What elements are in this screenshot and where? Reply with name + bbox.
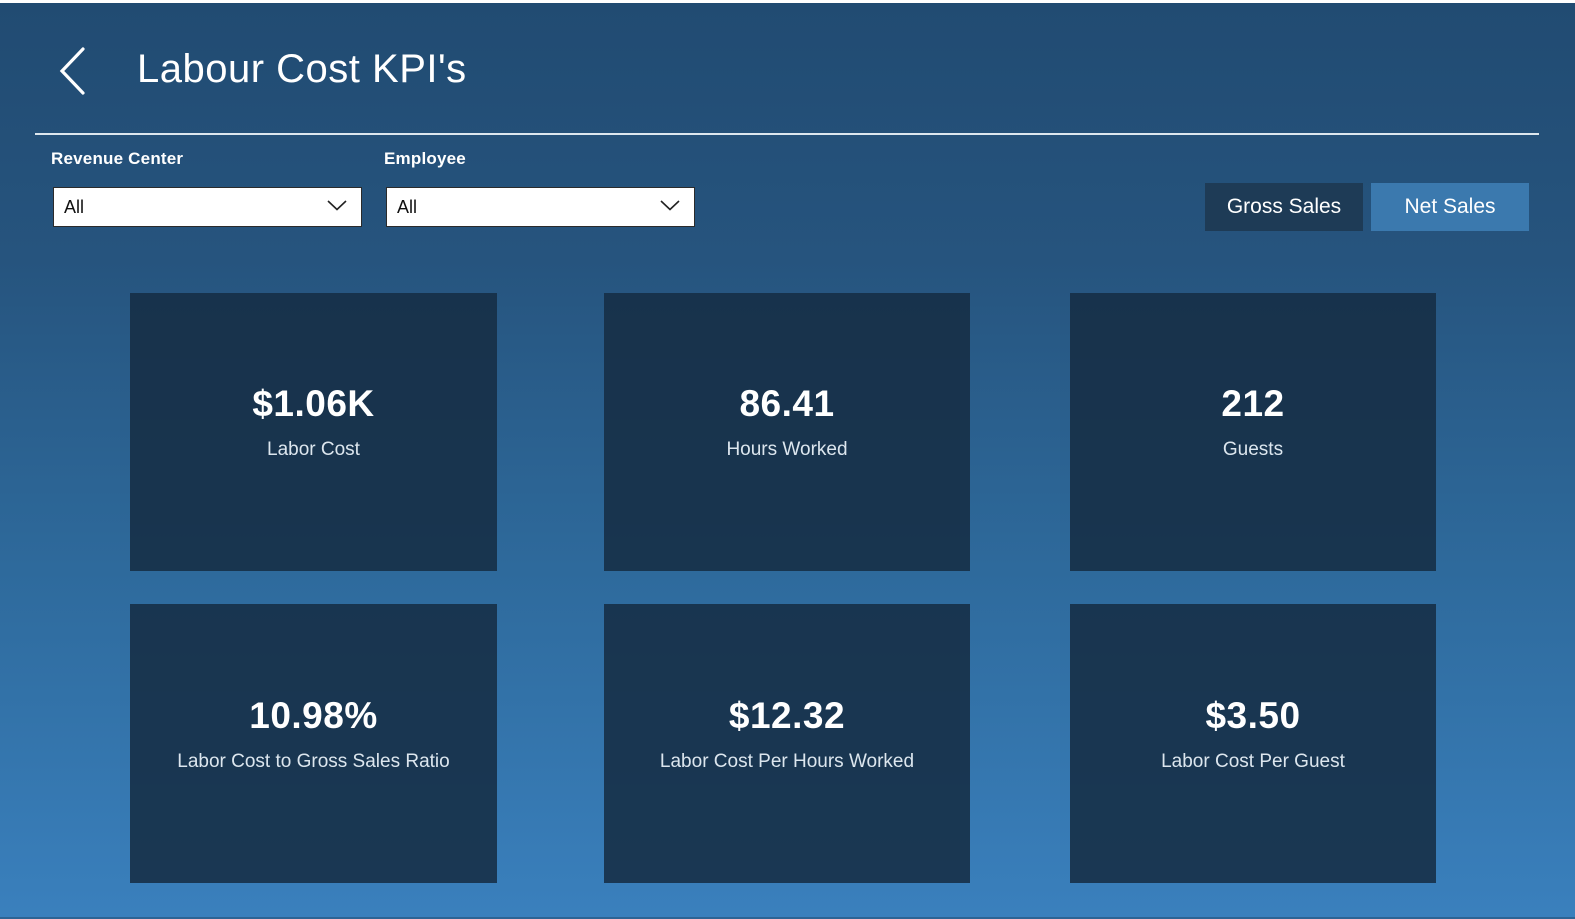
kpi-value: $3.50 bbox=[1205, 694, 1301, 736]
kpi-value: 86.41 bbox=[739, 383, 835, 424]
kpi-label: Guests bbox=[1222, 439, 1284, 460]
back-button[interactable] bbox=[52, 45, 92, 101]
kpi-card-labor-cost-per-hours-worked[interactable]: $12.32 Labor Cost Per Hours Worked bbox=[604, 604, 970, 883]
kpi-card-hours-worked[interactable]: 86.41 Hours Worked bbox=[604, 293, 970, 571]
kpi-label: Labor Cost Per Hours Worked bbox=[659, 750, 915, 772]
employee-dropdown[interactable]: All bbox=[386, 187, 695, 227]
kpi-label: Labor Cost Per Guest bbox=[1161, 750, 1345, 772]
kpi-label: Labor Cost to Gross Sales Ratio bbox=[177, 750, 450, 772]
revenue-center-dropdown[interactable]: All bbox=[53, 187, 362, 227]
kpi-value: 212 bbox=[1221, 383, 1285, 424]
kpi-card-labor-cost[interactable]: $1.06K Labor Cost bbox=[130, 293, 497, 571]
chevron-down-icon bbox=[660, 198, 680, 216]
kpi-label: Labor Cost bbox=[267, 439, 360, 460]
revenue-center-value: All bbox=[64, 196, 85, 217]
chevron-down-icon bbox=[327, 198, 347, 216]
revenue-center-label: Revenue Center bbox=[51, 149, 184, 168]
chevron-left-icon bbox=[58, 46, 86, 101]
page-title: Labour Cost KPI's bbox=[137, 47, 467, 91]
kpi-value: 10.98% bbox=[249, 694, 378, 736]
header-divider bbox=[35, 133, 1539, 135]
net-sales-button[interactable]: Net Sales bbox=[1371, 183, 1529, 231]
kpi-card-guests[interactable]: 212 Guests bbox=[1070, 293, 1436, 571]
gross-sales-button[interactable]: Gross Sales bbox=[1205, 183, 1363, 231]
kpi-label: Hours Worked bbox=[726, 439, 848, 460]
kpi-card-labor-cost-per-guest[interactable]: $3.50 Labor Cost Per Guest bbox=[1070, 604, 1436, 883]
kpi-value: $12.32 bbox=[728, 694, 846, 736]
kpi-card-labor-cost-gross-sales-ratio[interactable]: 10.98% Labor Cost to Gross Sales Ratio bbox=[130, 604, 497, 883]
employee-label: Employee bbox=[384, 149, 466, 168]
kpi-value: $1.06K bbox=[252, 383, 375, 424]
employee-value: All bbox=[397, 196, 418, 217]
